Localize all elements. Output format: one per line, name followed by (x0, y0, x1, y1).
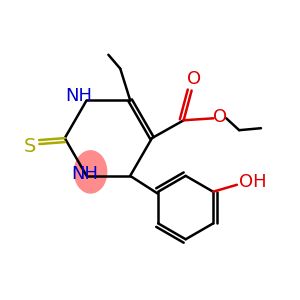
Text: O: O (187, 70, 201, 88)
Text: NH: NH (71, 165, 98, 183)
Ellipse shape (74, 150, 107, 194)
Text: S: S (24, 136, 36, 155)
Text: O: O (213, 108, 227, 126)
Text: NH: NH (65, 87, 92, 105)
Text: OH: OH (239, 173, 267, 191)
